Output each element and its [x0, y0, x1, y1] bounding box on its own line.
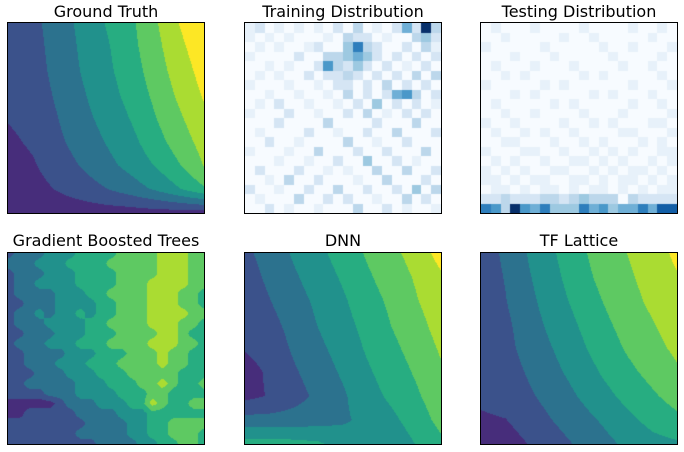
dnn-axes [244, 252, 442, 445]
gradient-boosted-trees-axes [7, 252, 205, 445]
testing-distribution-canvas [481, 23, 677, 213]
dnn-canvas [245, 253, 441, 444]
tf-lattice-axes [480, 252, 678, 445]
ground-truth-canvas [8, 23, 204, 213]
tf-lattice-title: TF Lattice [539, 231, 619, 250]
testing-distribution-axes [480, 22, 678, 214]
dnn-title: DNN [324, 231, 362, 250]
training-distribution-axes [244, 22, 442, 214]
ground-truth-axes [7, 22, 205, 214]
gradient-boosted-trees-canvas [8, 253, 204, 444]
ground-truth-title: Ground Truth [53, 2, 159, 21]
training-distribution-title: Training Distribution [262, 2, 424, 21]
gradient-boosted-trees-title: Gradient Boosted Trees [12, 231, 200, 250]
tf-lattice-canvas [481, 253, 677, 444]
testing-distribution-title: Testing Distribution [501, 2, 657, 21]
training-distribution-canvas [245, 23, 441, 213]
